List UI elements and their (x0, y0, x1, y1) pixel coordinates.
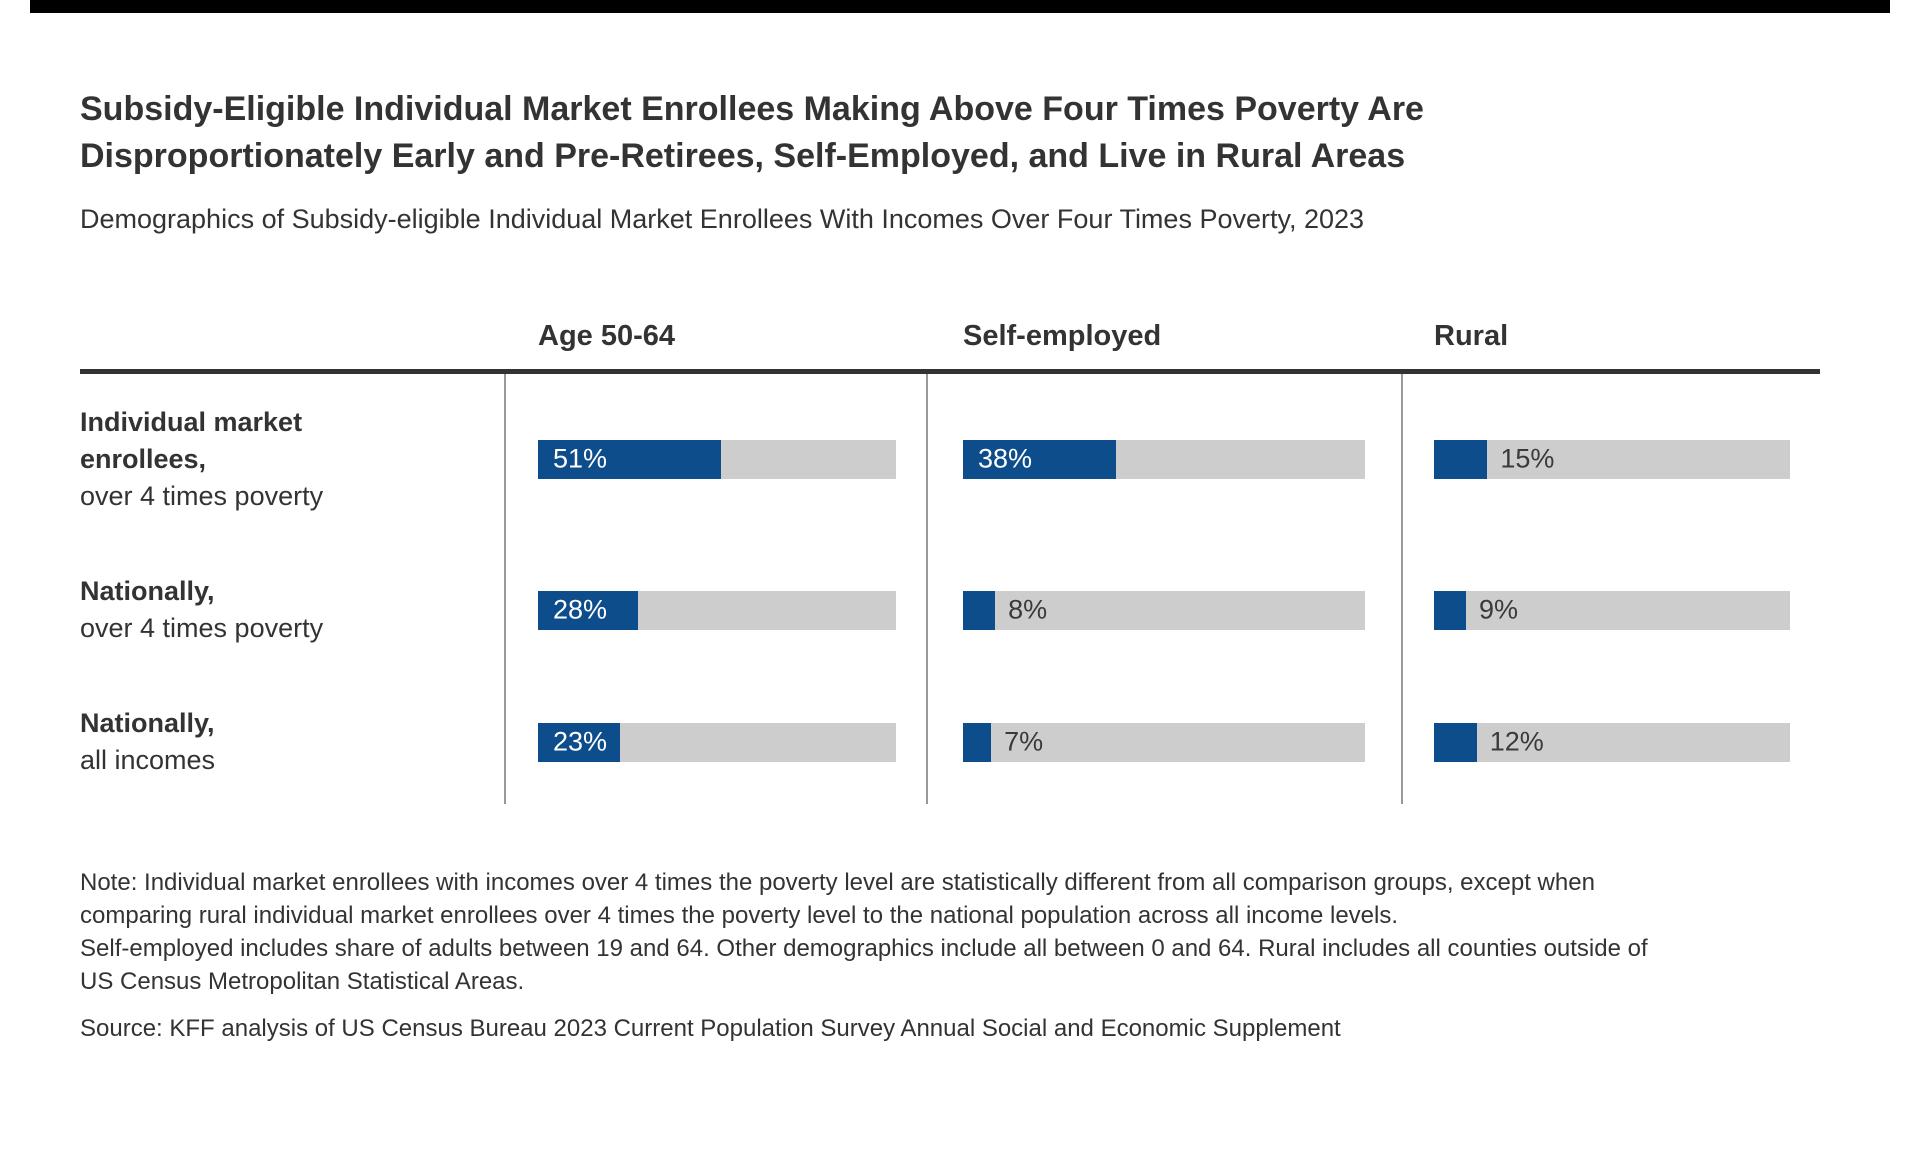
bar-self-employed: 38% (963, 439, 1365, 479)
column-header-rural: Rural (1434, 320, 1509, 352)
bar-fill (963, 590, 996, 630)
bar-cell: 38% (927, 439, 1402, 479)
chart-title-line-2: Disproportionately Early and Pre-Retiree… (80, 137, 1406, 175)
bar-fill (963, 722, 992, 762)
chart-content: Subsidy-Eligible Individual Market Enrol… (80, 0, 1820, 1045)
column-header-row: Age 50-64 Self-employed Rural (80, 320, 1820, 374)
chart-title: Subsidy-Eligible Individual Market Enrol… (80, 86, 1820, 180)
bar-cell: 9% (1402, 590, 1820, 630)
bar-value-label: 28% (553, 594, 608, 625)
source-text: Source: KFF analysis of US Census Bureau… (80, 1015, 1341, 1042)
bar-fill (963, 439, 1116, 479)
bar-cell: 23% (505, 722, 927, 762)
bar-cell: 28% (505, 590, 927, 630)
bar-rural: 15% (1434, 439, 1790, 479)
bar-fill (1434, 439, 1488, 479)
chart-subtitle: Demographics of Subsidy-eligible Individ… (80, 204, 1365, 234)
column-header-age-50-64: Age 50-64 (538, 320, 676, 352)
table-row-nationally-all-incomes: Nationally, all incomes 23% 7% (80, 676, 1820, 808)
bar-value-label: 9% (1479, 594, 1519, 625)
bar-value-label: 51% (553, 443, 608, 474)
table-row-nationally-over-4x-poverty: Nationally, over 4 times poverty 28% 8% (80, 544, 1820, 676)
bar-cell: 15% (1402, 439, 1820, 479)
row-label-regular: over 4 times poverty (80, 480, 324, 511)
column-divider-1 (504, 374, 506, 804)
bar-fill (1434, 590, 1467, 630)
bar-value-label: 15% (1500, 443, 1555, 474)
bar-rural: 9% (1434, 590, 1790, 630)
bar-cell: 8% (927, 590, 1402, 630)
bar-value-label: 12% (1489, 726, 1544, 757)
bar-cell: 51% (505, 439, 927, 479)
chart-title-line-1: Subsidy-Eligible Individual Market Enrol… (80, 90, 1424, 128)
column-divider-3 (1401, 374, 1403, 804)
bar-age-50-64: 51% (538, 439, 896, 479)
bar-fill (1434, 722, 1477, 762)
row-label: Individual market enrollees, over 4 time… (80, 404, 410, 515)
note-line: comparing rural individual market enroll… (80, 902, 1399, 929)
bar-value-label: 23% (553, 726, 608, 757)
top-black-bar (30, 0, 1890, 13)
bar-rural: 12% (1434, 722, 1790, 762)
bar-self-employed: 8% (963, 590, 1365, 630)
chart-body: Individual market enrollees, over 4 time… (80, 374, 1820, 808)
row-label-regular: all incomes (80, 745, 216, 775)
bar-age-50-64: 23% (538, 722, 896, 762)
bar-value-label: 38% (978, 443, 1033, 474)
bar-self-employed: 7% (963, 722, 1365, 762)
bar-age-50-64: 28% (538, 590, 896, 630)
table-row-individual-market-enrollees: Individual market enrollees, over 4 time… (80, 374, 1820, 544)
bar-fill (538, 590, 639, 630)
bar-fill (538, 722, 621, 762)
row-label-column-spacer (80, 320, 505, 353)
column-header-self-employed: Self-employed (963, 320, 1162, 352)
column-divider-2 (926, 374, 928, 804)
bar-value-label: 8% (1008, 594, 1048, 625)
note-line: Note: Individual market enrollees with i… (80, 869, 1595, 896)
note-line: Self-employed includes share of adults b… (80, 935, 1648, 962)
row-label: Nationally, all incomes (80, 705, 410, 779)
bar-fill (538, 439, 721, 479)
row-label-bold: Individual market enrollees, (80, 406, 303, 474)
bar-cell: 12% (1402, 722, 1820, 762)
bar-value-label: 7% (1004, 726, 1044, 757)
row-label-bold: Nationally, (80, 576, 215, 606)
row-label-regular: over 4 times poverty (80, 613, 324, 643)
row-label: Nationally, over 4 times poverty (80, 573, 410, 647)
bar-cell: 7% (927, 722, 1402, 762)
row-label-bold: Nationally, (80, 708, 215, 738)
note-line: US Census Metropolitan Statistical Areas… (80, 968, 525, 995)
note-text: Note: Individual market enrollees with i… (80, 866, 1820, 998)
